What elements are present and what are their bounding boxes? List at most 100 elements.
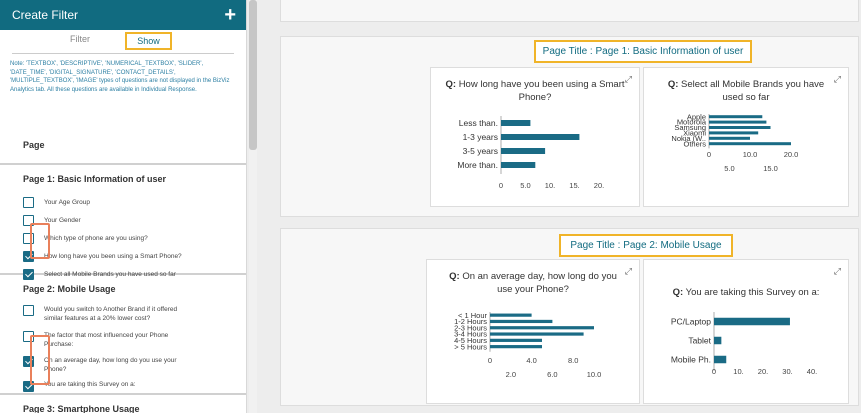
bar: [501, 162, 536, 168]
question-label: Select all Mobile Brands you have used s…: [44, 270, 176, 278]
tab-divider: [12, 53, 234, 54]
checkbox[interactable]: [23, 196, 34, 208]
category-label: 1-2 Hours: [454, 317, 487, 326]
info-note: Note: 'TEXTBOX', 'DESCRIPTIVE', 'NUMERIC…: [10, 61, 230, 93]
expand-icon[interactable]: ⤢: [624, 266, 632, 276]
bar: [709, 136, 750, 140]
expand-icon[interactable]: ⤢: [833, 266, 841, 276]
question-item[interactable]: Your Age Group: [23, 193, 234, 211]
checkbox[interactable]: [23, 232, 34, 244]
question-item[interactable]: Would you switch to Another Brand if it …: [23, 305, 234, 331]
question-label: Would you switch to Another Brand if it …: [44, 306, 178, 322]
section-title: Page 1: Basic Information of user: [23, 174, 167, 184]
tick-label: 10.: [545, 181, 555, 190]
bar: [490, 313, 532, 317]
category-label: 3-5 years: [463, 146, 498, 156]
scroll-thumb[interactable]: [249, 0, 257, 150]
question-label: Your Gender: [44, 216, 81, 224]
bar: [501, 134, 580, 140]
bar: [501, 148, 546, 154]
section-title: Page 3: Smartphone Usage: [23, 404, 140, 413]
bar: [490, 345, 542, 349]
bar: [709, 126, 771, 129]
checkbox[interactable]: [23, 214, 34, 226]
tick-label: 0: [488, 356, 492, 365]
checkbox-checked[interactable]: [23, 381, 34, 392]
tick-label: 20.0: [784, 150, 799, 159]
question-item[interactable]: Which type of phone are you using?: [23, 229, 234, 247]
sidebar-scrollbar[interactable]: [249, 0, 257, 413]
category-label: Tablet: [688, 335, 711, 345]
category-label: Samsung: [674, 123, 706, 132]
tick-label: 5.0: [520, 181, 530, 190]
category-label: 3-4 Hours: [454, 330, 487, 339]
section-page-2: Page 2: Mobile Usage Would you switch to…: [0, 273, 246, 393]
plus-icon[interactable]: +: [224, 4, 236, 26]
tick-label: 10.: [733, 367, 743, 376]
bar: [490, 319, 553, 324]
category-label: Less than.: [459, 118, 498, 128]
tick-label: 0: [712, 367, 716, 376]
checkbox[interactable]: [23, 305, 34, 316]
chart-title: Q: On an average day, how long do you us…: [449, 271, 617, 295]
tick-label: 30.: [782, 367, 792, 376]
bar: [714, 355, 727, 364]
tick-label: 15.0: [763, 164, 778, 173]
checkbox-checked[interactable]: [23, 356, 34, 367]
question-label: Which type of phone are you using?: [44, 234, 148, 242]
question-item[interactable]: On an average day, how long do you use y…: [23, 356, 234, 381]
tick-label: 40.: [807, 367, 817, 376]
bar-chart: Less than. 1-3 years 3-5 years More than. 0 5…: [457, 116, 604, 190]
tick-label: 15.: [569, 181, 579, 190]
category-label: More than.: [457, 160, 498, 170]
chart-card: Q: How long have you been using a Smart …: [430, 67, 640, 207]
category-label: 2-3 Hours: [454, 323, 487, 332]
tick-label: 5.0: [724, 164, 734, 173]
section-title: Page 2: Mobile Usage: [23, 284, 116, 294]
tab-filter[interactable]: Filter: [70, 34, 90, 44]
expand-icon[interactable]: ⤢: [624, 74, 632, 84]
chart-card: Q: You are taking this Survey on a: ⤢ PC…: [643, 259, 849, 404]
bar: [709, 120, 767, 124]
bar: [490, 326, 594, 330]
page-title-2: Page Title : Page 2: Mobile Usage: [559, 234, 733, 257]
question-item[interactable]: Select all Mobile Brands you have used s…: [23, 265, 234, 283]
create-filter-panel: Create Filter + Filter Show Note: 'TEXTB…: [0, 0, 247, 413]
question-item[interactable]: Your Gender: [23, 211, 234, 229]
page-label: Page: [23, 140, 45, 150]
category-label: PC/Laptop: [671, 316, 711, 326]
chart-title: Q: You are taking this Survey on a:: [672, 287, 820, 298]
tab-show[interactable]: Show: [125, 32, 172, 50]
page-card-2: Page Title : Page 2: Mobile Usage Q: On …: [280, 228, 859, 406]
question-label: Your Age Group: [44, 198, 91, 206]
category-label: < 1 Hour: [458, 312, 487, 320]
tick-label: 20.: [758, 367, 768, 376]
tick-label: 4.0: [526, 356, 536, 365]
tick-label: 6.0: [547, 370, 557, 379]
bar: [490, 338, 542, 342]
category-label: Xiaomi: [683, 129, 706, 138]
question-label: On an average day, how long do you use y…: [44, 357, 177, 373]
tick-label: 2.0: [506, 370, 516, 379]
bar: [709, 142, 791, 146]
main-area: Page Title : Page 1: Basic Information o…: [263, 0, 861, 413]
tick-label: 0: [707, 150, 711, 159]
page-title-1: Page Title : Page 1: Basic Information o…: [534, 40, 752, 63]
chart-title: Q: Select all Mobile Brands you have use…: [667, 79, 825, 103]
tick-label: 20.: [594, 181, 604, 190]
checkbox-checked[interactable]: [23, 250, 34, 262]
category-label: 1-3 years: [463, 132, 498, 142]
question-item[interactable]: You are taking this Survey on a:: [23, 381, 234, 399]
chart-card: Q: Select all Mobile Brands you have use…: [643, 67, 849, 207]
bar: [709, 131, 759, 135]
chart-title: Q: How long have you been using a Smart …: [445, 79, 625, 103]
bar-chart: PC/Laptop Tablet Mobile Ph.0 10. 20. 30. 40.: [671, 312, 817, 376]
question-label: The factor that most influenced your Pho…: [44, 332, 169, 348]
category-label: Mobile Ph.: [671, 354, 711, 364]
question-item[interactable]: The factor that most influenced your Pho…: [23, 331, 234, 356]
question-item[interactable]: How long have you been using a Smart Pho…: [23, 247, 234, 265]
checkbox-checked[interactable]: [23, 268, 34, 280]
expand-icon[interactable]: ⤢: [833, 74, 841, 84]
section-page-3: Page 3: Smartphone Usage: [0, 393, 246, 413]
